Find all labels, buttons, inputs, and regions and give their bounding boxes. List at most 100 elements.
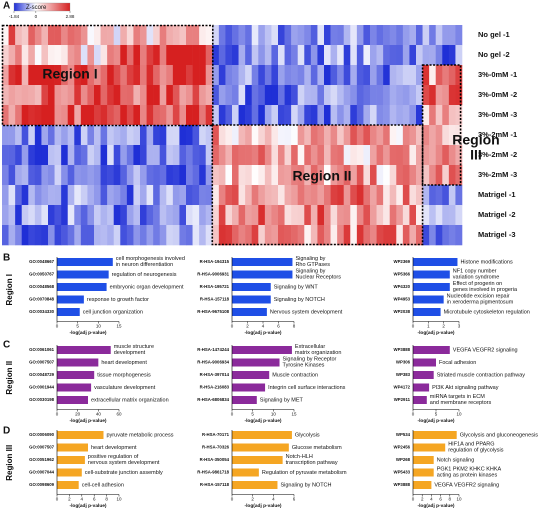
- heatmap-cell: [343, 185, 351, 206]
- term-label: miRNA targets in ECM and membrane recepto…: [430, 394, 492, 406]
- bar: [57, 258, 113, 266]
- heatmap-cell: [376, 125, 384, 146]
- heatmap-cell: [140, 85, 147, 106]
- heatmap-cell: [133, 85, 141, 106]
- heatmap-cell: [34, 125, 42, 146]
- heatmap-cell: [28, 45, 36, 66]
- heatmap-cell: [166, 105, 174, 126]
- heatmap-cell: [389, 145, 397, 166]
- x-tick-label: 8: [449, 497, 452, 502]
- heatmap-cell: [370, 125, 377, 146]
- heatmap-cell: [205, 25, 213, 46]
- heatmap-cell: [238, 225, 246, 246]
- heatmap-cell: [120, 85, 128, 106]
- heatmap-cell: [192, 225, 200, 246]
- heatmap-cell: [179, 85, 187, 106]
- heatmap-cell: [317, 145, 325, 166]
- heatmap-cell: [330, 45, 338, 66]
- heatmap-cell: [61, 165, 69, 186]
- heatmap-cell: [291, 125, 299, 146]
- heatmap-cell: [350, 45, 358, 66]
- heatmap-cell: [48, 185, 55, 206]
- heatmap-cell: [396, 185, 404, 206]
- heatmap-cell: [15, 205, 23, 226]
- bar: [57, 371, 95, 379]
- heatmap-cell: [21, 45, 29, 66]
- heatmap-cell: [179, 25, 187, 46]
- heatmap-cell: [74, 225, 82, 246]
- heatmap-cell: [402, 125, 410, 146]
- term-label: Signaling by NOTCH: [274, 297, 325, 303]
- heatmap-cell: [402, 85, 410, 106]
- heatmap-cell: [422, 105, 430, 126]
- heatmap-cell: [212, 25, 220, 46]
- heatmap-cell: [34, 25, 42, 46]
- heatmap-cell: [264, 165, 272, 186]
- heatmap-cell: [383, 125, 391, 146]
- heatmap-cell: [337, 45, 345, 66]
- heatmap-cell: [455, 125, 463, 146]
- x-tick-label: 2: [442, 324, 445, 329]
- heatmap-cell: [61, 65, 69, 86]
- heatmap-cell: [2, 185, 9, 206]
- heatmap-cell: [264, 125, 272, 146]
- heatmap-cell: [310, 185, 318, 206]
- heatmap-cell: [192, 165, 200, 186]
- term-id: GO:0001944: [29, 385, 54, 390]
- heatmap-cell: [435, 205, 443, 226]
- heatmap-cell: [324, 65, 331, 86]
- heatmap-cell: [48, 205, 55, 226]
- heatmap-cell: [409, 125, 417, 146]
- heatmap-cell: [225, 185, 233, 206]
- heatmap-cell: [350, 25, 358, 46]
- heatmap-cell: [28, 65, 36, 86]
- heatmap-cell: [2, 85, 9, 106]
- heatmap-cell: [166, 205, 174, 226]
- colorbar-tick-label: -1.84: [9, 14, 20, 19]
- heatmap-cell: [422, 45, 430, 66]
- heatmap-cell: [435, 165, 443, 186]
- heatmap-cell: [264, 145, 272, 166]
- heatmap-cell: [153, 205, 161, 226]
- heatmap-cell: [363, 165, 371, 186]
- heatmap-cell: [94, 125, 101, 146]
- bar: [413, 468, 434, 477]
- term-id: R-HSA-9006931: [197, 272, 229, 277]
- heatmap-cell: [8, 105, 16, 126]
- heatmap-cell: [225, 205, 233, 226]
- heatmap-cell: [15, 165, 23, 186]
- heatmap-cell: [48, 125, 55, 146]
- heatmap-cell: [28, 85, 36, 106]
- heatmap-cell: [212, 205, 220, 226]
- heatmap-cell: [74, 85, 82, 106]
- heatmap-cell: [245, 185, 253, 206]
- heatmap-cell: [48, 85, 55, 106]
- heatmap-cell: [310, 165, 318, 186]
- heatmap-cell: [192, 185, 200, 206]
- heatmap-cell: [389, 205, 397, 226]
- heatmap-cell: [153, 165, 161, 186]
- heatmap-cell: [264, 65, 272, 86]
- heatmap-cell: [100, 125, 108, 146]
- heatmap-cell: [80, 225, 88, 246]
- heatmap-cell: [416, 45, 423, 66]
- heatmap-cell: [429, 225, 437, 246]
- heatmap-cell: [186, 225, 193, 246]
- term-id: R-HSA-157118: [200, 482, 230, 487]
- heatmap-cell: [291, 25, 299, 46]
- heatmap-cell: [192, 205, 200, 226]
- heatmap-cell: [376, 45, 384, 66]
- term-label: VEGFA VEGFR2 signaling: [434, 482, 499, 488]
- term-id: GO:0048729: [29, 372, 54, 377]
- heatmap-cell: [232, 105, 239, 126]
- heatmap-cell: [448, 225, 456, 246]
- x-tick-label: 2: [421, 497, 424, 502]
- heatmap-cell: [2, 205, 9, 226]
- term-label: Histone modifications: [460, 259, 513, 265]
- term-label: Nervous system development: [270, 309, 343, 315]
- heatmap-cell: [199, 65, 207, 86]
- heatmap-cell: [41, 25, 49, 46]
- heatmap-cell: [448, 165, 456, 186]
- heatmap-cell: [251, 185, 259, 206]
